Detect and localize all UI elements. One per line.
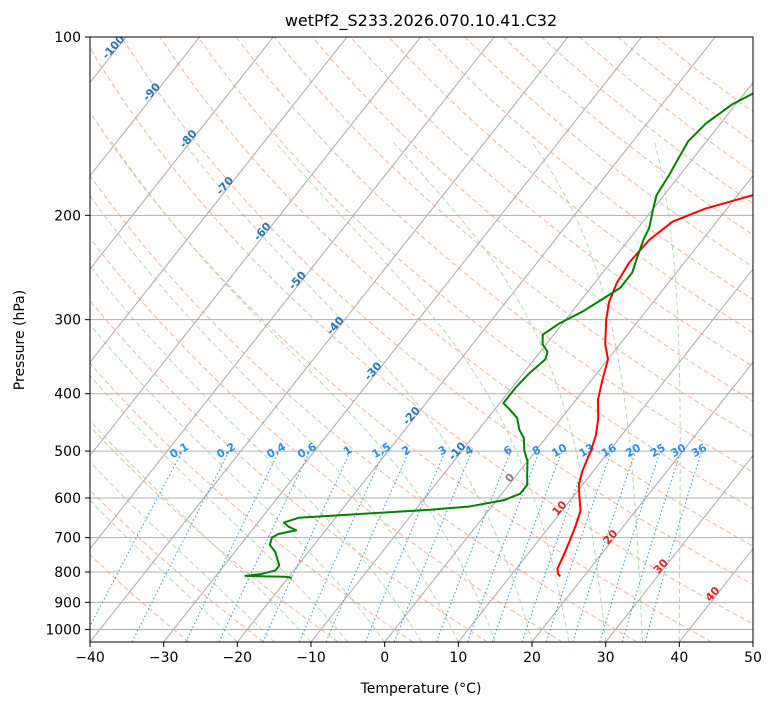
y-axis: 1000 900 800 700 600 500 400 300 200 100 bbox=[45, 30, 90, 638]
dry-adiabat-line bbox=[159, 37, 753, 547]
x-tick-label: −40 bbox=[75, 650, 105, 666]
dry-adiabat-line bbox=[273, 37, 753, 437]
dry-adiabat-line bbox=[90, 237, 563, 642]
x-tick-label: 30 bbox=[597, 650, 615, 666]
mixing-ratio-lines bbox=[90, 450, 703, 642]
x-tick-label: 40 bbox=[670, 650, 688, 666]
y-tick-label: 1000 bbox=[45, 622, 81, 638]
isotherm-line bbox=[90, 37, 348, 364]
dewpoint-profile bbox=[244, 92, 753, 579]
y-axis-label: Pressure (hPa) bbox=[12, 290, 28, 390]
dry-adiabat-line bbox=[90, 174, 638, 642]
y-tick-label: 900 bbox=[54, 595, 81, 611]
mixing-ratio-line bbox=[545, 450, 612, 642]
mixing-ratio-line bbox=[521, 450, 590, 642]
isotherm-line bbox=[236, 37, 716, 642]
mixing-ratio-line bbox=[90, 450, 183, 628]
mixing-ratio-line bbox=[435, 450, 512, 642]
mixing-ratio-line bbox=[572, 450, 637, 642]
isotherm-line bbox=[90, 37, 569, 642]
mixing-ratio-line bbox=[491, 450, 563, 642]
mixing-ratio-line bbox=[621, 450, 682, 642]
mixing-ratio-line bbox=[364, 450, 446, 642]
profiles bbox=[244, 92, 753, 579]
x-tick-label: 20 bbox=[523, 650, 541, 666]
x-tick-label: −10 bbox=[296, 650, 326, 666]
isotherm-line bbox=[531, 361, 753, 642]
mixing-ratio-line bbox=[185, 450, 280, 642]
dry-adiabat-line bbox=[90, 425, 339, 642]
isotherm-line bbox=[310, 81, 753, 642]
isotherm-line bbox=[90, 37, 422, 457]
dry-adiabat-line bbox=[197, 37, 753, 510]
y-tick-label: 300 bbox=[54, 313, 81, 329]
dry-adiabat-line bbox=[90, 362, 414, 642]
dry-adiabat-line bbox=[426, 37, 753, 301]
isotherm-line bbox=[90, 37, 274, 270]
dry-adiabat-line bbox=[90, 46, 753, 625]
mixing-ratio-line bbox=[298, 450, 385, 642]
moist-adiabat-line bbox=[90, 374, 349, 642]
isotherm-line bbox=[90, 37, 495, 550]
y-tick-label: 600 bbox=[54, 491, 81, 507]
x-axis: −40 −30 −20 −10 0 10 20 30 40 50 bbox=[75, 642, 762, 666]
dry-adiabat-line bbox=[90, 111, 712, 642]
dry-adiabats bbox=[90, 37, 753, 642]
x-tick-label: −30 bbox=[149, 650, 179, 666]
plot-frame bbox=[89, 36, 754, 643]
y-tick-label: 700 bbox=[54, 531, 81, 547]
y-tick-label: 100 bbox=[54, 30, 81, 46]
x-tick-label: 50 bbox=[744, 650, 762, 666]
x-tick-label: −20 bbox=[223, 650, 253, 666]
mixing-ratio-line bbox=[467, 450, 540, 642]
dry-adiabat-line bbox=[90, 554, 190, 642]
x-tick-label: 0 bbox=[380, 650, 389, 666]
isotherm-line bbox=[605, 454, 753, 642]
isotherm-line bbox=[163, 37, 643, 642]
moist-adiabat-line bbox=[90, 323, 386, 642]
y-tick-label: 500 bbox=[54, 444, 81, 460]
y-tick-label: 400 bbox=[54, 387, 81, 403]
plot-area: -100-90-80-70-60-50-40-30-20-10010203040… bbox=[90, 37, 753, 642]
mixing-ratio-line bbox=[644, 450, 703, 642]
x-axis-label: Temperature (°C) bbox=[360, 681, 482, 697]
isotherm-line bbox=[457, 268, 753, 642]
moist-adiabat-line bbox=[90, 419, 312, 642]
x-tick-label: 10 bbox=[449, 650, 467, 666]
moist-adiabat-line bbox=[90, 194, 459, 642]
dry-adiabat-line bbox=[312, 37, 753, 402]
isotherm-line bbox=[384, 174, 753, 642]
isotherms bbox=[90, 37, 753, 642]
moist-adiabat-line bbox=[90, 265, 422, 642]
y-tick-label: 800 bbox=[54, 565, 81, 581]
mixing-ratio-line bbox=[393, 450, 473, 642]
isotherm-line bbox=[90, 37, 201, 177]
dry-adiabat-line bbox=[90, 489, 264, 642]
chart-title: wetPf2_S233.2026.070.10.41.C32 bbox=[285, 11, 557, 31]
mixing-ratio-line bbox=[325, 450, 410, 642]
moist-adiabat-line bbox=[90, 461, 275, 642]
mixing-ratio-line bbox=[131, 450, 230, 642]
y-tick-label: 200 bbox=[54, 208, 81, 224]
temperature-profile bbox=[556, 194, 753, 578]
dry-adiabat-line bbox=[90, 299, 488, 642]
dry-adiabat-line bbox=[121, 37, 753, 586]
mixing-ratio-line bbox=[599, 450, 661, 642]
